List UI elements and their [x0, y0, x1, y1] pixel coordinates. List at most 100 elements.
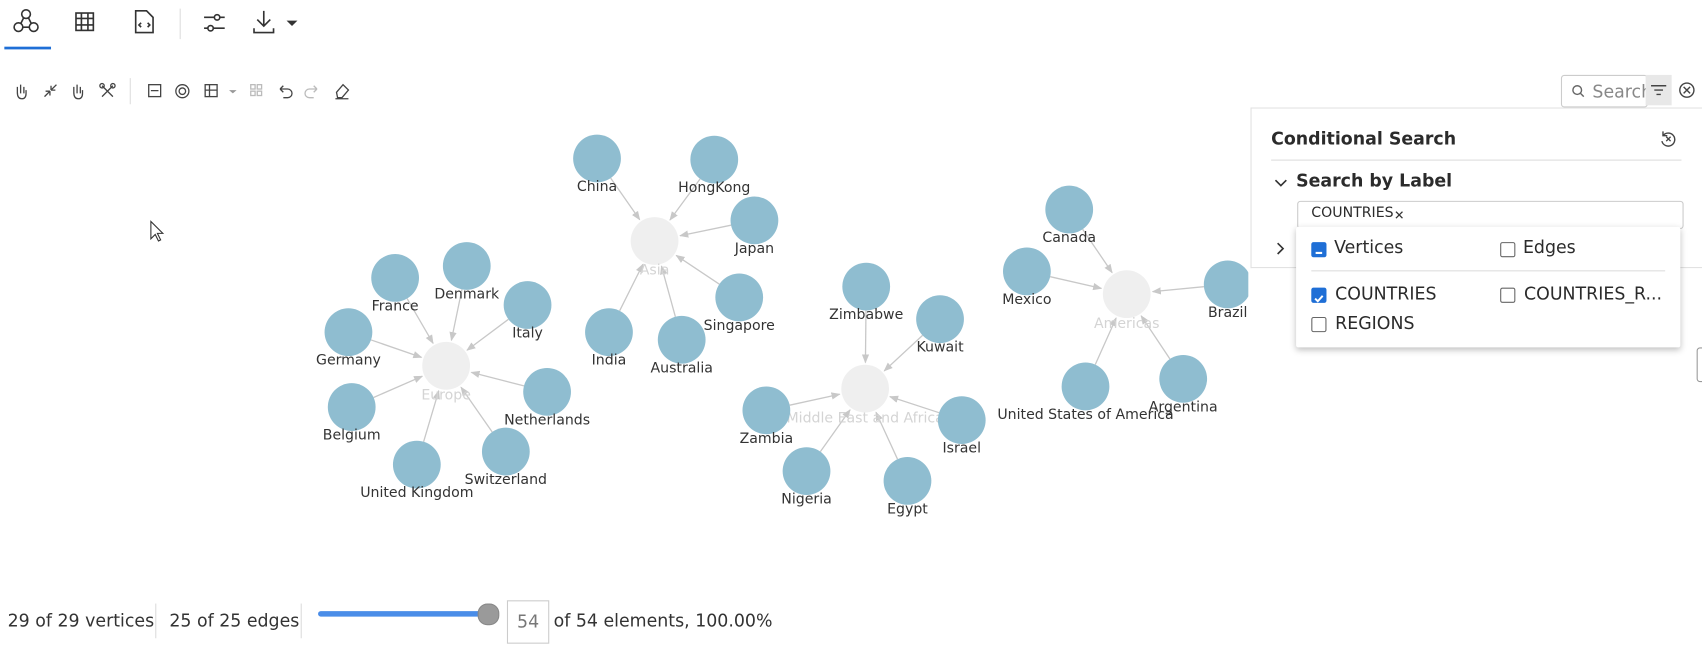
vertex-label: Brazil: [1208, 305, 1247, 321]
panel-handle[interactable]: [1696, 347, 1702, 383]
clear-button[interactable]: [1676, 80, 1698, 102]
edge: [470, 370, 525, 387]
edge: [679, 224, 732, 238]
edge: [1094, 317, 1117, 365]
vertex-label: Germany: [316, 353, 381, 369]
search-icon: [1572, 85, 1585, 98]
label-option: REGIONS: [1335, 312, 1415, 334]
vertex-label: Australia: [650, 360, 712, 376]
edge: [449, 289, 463, 342]
vertex[interactable]: [690, 135, 739, 184]
vertex-label: Switzerland: [465, 472, 547, 488]
vertex[interactable]: [324, 308, 373, 357]
divider: [1311, 270, 1666, 272]
vertex-label: Zimbabwe: [829, 307, 903, 323]
hub-vertex[interactable]: [422, 341, 471, 390]
edge: [875, 411, 899, 460]
vertices-label: Vertices: [1334, 236, 1404, 258]
label-input[interactable]: COUNTRIES: [1297, 200, 1684, 230]
edge: [370, 339, 423, 359]
vertex[interactable]: [730, 196, 779, 245]
vertex[interactable]: [1003, 247, 1051, 296]
label-option: COUNTRIES: [1335, 283, 1437, 304]
search-box[interactable]: Search: [1560, 74, 1648, 108]
vertex-label: Kuwait: [916, 340, 964, 356]
graph-canvas: Asia China HongKong Japan Singapore Australia…: [150, 134, 1249, 517]
vertex[interactable]: [1061, 362, 1110, 411]
collapse-chevron[interactable]: [1273, 176, 1288, 191]
vertex[interactable]: [585, 308, 633, 357]
vertex-label: Netherlands: [504, 412, 590, 428]
edge: [406, 298, 434, 345]
vertex[interactable]: [392, 440, 441, 489]
vertex[interactable]: [842, 262, 891, 311]
hub-vertex[interactable]: [1102, 270, 1151, 319]
vertex[interactable]: [503, 281, 552, 329]
vertex[interactable]: [481, 427, 530, 476]
label-checkbox[interactable]: [1311, 287, 1327, 303]
chip-remove[interactable]: [1394, 210, 1405, 221]
hub-vertex[interactable]: [630, 217, 679, 265]
edge: [675, 254, 720, 285]
hub-label: Americas: [1094, 316, 1160, 332]
edge: [660, 265, 676, 317]
vertex[interactable]: [371, 254, 420, 302]
section-title: Search by Label: [1296, 170, 1453, 192]
vertex-label: United Kingdom: [360, 485, 473, 501]
vertex-label: Denmark: [434, 287, 500, 303]
hub-vertex[interactable]: [841, 364, 890, 413]
edge: [883, 334, 923, 372]
vertex[interactable]: [1045, 185, 1094, 234]
label-checkbox[interactable]: [1311, 316, 1327, 333]
reset-icon[interactable]: [1658, 129, 1680, 149]
vertex[interactable]: [573, 134, 621, 183]
vertex[interactable]: [442, 242, 491, 290]
slider-value[interactable]: 54: [506, 600, 550, 644]
edge: [423, 389, 440, 442]
edges-label: Edges: [1522, 236, 1576, 258]
vertex-label: France: [372, 298, 419, 314]
element-count: of 54 elements, 100.00%: [553, 610, 773, 631]
vertex[interactable]: [782, 447, 831, 495]
vertex-label: Argentina: [1149, 399, 1218, 415]
vertices-checkbox[interactable]: [1311, 242, 1327, 258]
vertex[interactable]: [715, 273, 764, 322]
vertex[interactable]: [523, 367, 571, 416]
edge: [1050, 276, 1103, 291]
edge-count: 25 of 25 edges: [169, 610, 300, 631]
edge: [1140, 315, 1171, 360]
edge: [466, 318, 509, 351]
vertex-label: Israel: [942, 441, 981, 457]
vertex[interactable]: [657, 315, 706, 364]
filter-button[interactable]: [1645, 74, 1672, 106]
edge: [669, 178, 701, 221]
vertex-label: Nigeria: [781, 492, 831, 508]
expand-chevron[interactable]: [1273, 241, 1288, 256]
hub-label: Middle East and Africa: [786, 410, 943, 426]
vertex-label: Japan: [734, 241, 774, 257]
vertex-label: China: [577, 179, 617, 195]
vertex[interactable]: [1159, 354, 1208, 403]
edge: [819, 409, 851, 453]
cursor: [150, 220, 165, 242]
vertex-label: HongKong: [678, 180, 750, 196]
vertex[interactable]: [742, 386, 791, 435]
label-checkbox[interactable]: [1500, 287, 1516, 303]
vertex[interactable]: [327, 383, 376, 431]
vertex[interactable]: [1203, 260, 1249, 309]
vertex[interactable]: [916, 295, 964, 344]
vertex-label: United States of America: [997, 407, 1173, 423]
vertex-label: Mexico: [1002, 292, 1051, 308]
vertex-label: Belgium: [323, 428, 381, 444]
vertex-label: Canada: [1042, 230, 1096, 246]
slider-knob[interactable]: [477, 603, 500, 626]
vertex-label: Italy: [512, 326, 543, 342]
edges-checkbox[interactable]: [1500, 242, 1516, 258]
vertex[interactable]: [883, 456, 932, 505]
vertex-count: 29 of 29 vertices: [7, 610, 155, 631]
vertex-label: Zambia: [740, 431, 794, 447]
vertex[interactable]: [937, 396, 986, 444]
edge: [610, 177, 641, 221]
